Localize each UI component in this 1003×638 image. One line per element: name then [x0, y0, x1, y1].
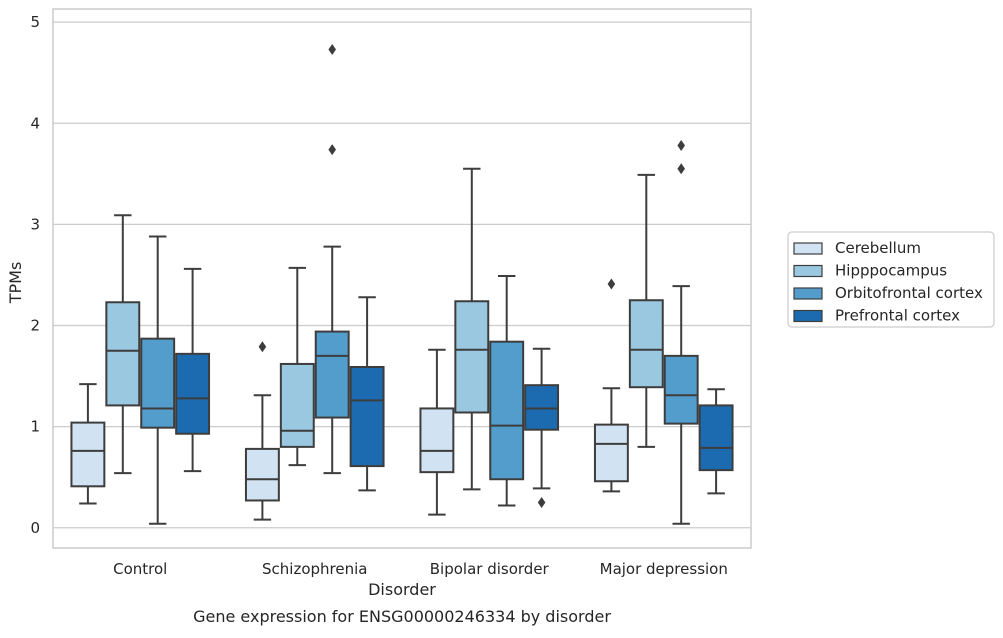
y-tick-label: 5	[30, 13, 40, 31]
box-hipppocampus-1-iqr-box	[279, 362, 315, 448]
legend-label: Hipppocampus	[835, 262, 947, 280]
box-cerebellum-3-iqr-box	[593, 423, 629, 483]
box-orbitofrontal-cortex-1-outlier	[328, 43, 336, 55]
box-prefrontal-cortex-1-iqr-box	[349, 365, 385, 468]
box-orbitofrontal-cortex-3-outlier	[677, 163, 685, 175]
box-orbitofrontal-cortex-3-outlier	[677, 140, 685, 152]
legend-frame	[787, 231, 995, 328]
box-prefrontal-cortex-0-iqr-box	[175, 352, 211, 435]
box-orbitofrontal-cortex-1-outlier	[328, 144, 336, 156]
y-tick-label: 3	[30, 215, 40, 233]
legend-label: Orbitofrontal cortex	[835, 284, 983, 302]
legend-swatch-cerebellum	[793, 242, 823, 255]
box-prefrontal-cortex-2-iqr-box	[524, 384, 560, 431]
box-hipppocampus-3-iqr-box	[628, 299, 664, 389]
box-prefrontal-cortex-2-outlier	[537, 496, 546, 508]
x-tick-label: Control	[113, 560, 167, 578]
legend-swatch-orbitofrontal-cortex	[793, 287, 823, 300]
box-prefrontal-cortex-3-iqr-box	[698, 404, 734, 472]
box-orbitofrontal-cortex-3-iqr-box	[663, 354, 699, 425]
y-tick-label: 4	[30, 114, 40, 132]
legend-swatch-prefrontal-cortex	[793, 309, 823, 323]
box-orbitofrontal-cortex-0-iqr-box	[140, 337, 176, 429]
x-tick-label: Major depression	[600, 560, 728, 578]
box-cerebellum-3-outlier	[607, 278, 616, 290]
legend-label: Prefrontal cortex	[835, 307, 960, 325]
y-axis-label: TPMs	[6, 262, 25, 305]
box-hipppocampus-0-iqr-box	[105, 301, 141, 407]
x-tick-label: Bipolar disorder	[430, 560, 550, 578]
box-hipppocampus-2-iqr-box	[454, 300, 490, 414]
box-orbitofrontal-cortex-1-iqr-box	[314, 330, 350, 419]
box-cerebellum-2-iqr-box	[419, 407, 455, 474]
plot-frame	[52, 8, 752, 549]
box-cerebellum-1-outlier	[258, 341, 267, 353]
legend-label: Cerebellum	[835, 239, 921, 257]
chart-caption: Gene expression for ENSG00000246334 by d…	[193, 607, 611, 626]
x-axis-label: Disorder	[368, 580, 436, 599]
box-orbitofrontal-cortex-2-iqr-box	[489, 340, 525, 481]
x-tick-label: Schizophrenia	[262, 560, 367, 578]
legend-swatch-hipppocampus	[793, 264, 823, 278]
box-cerebellum-0-iqr-box	[70, 421, 106, 488]
y-tick-label: 1	[30, 418, 40, 436]
y-tick-label: 2	[30, 317, 40, 335]
y-tick-label: 0	[30, 519, 40, 537]
box-cerebellum-1-iqr-box	[244, 447, 280, 502]
